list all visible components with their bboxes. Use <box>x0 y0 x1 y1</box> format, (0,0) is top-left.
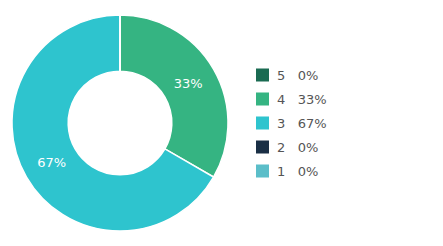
slice <box>119 15 121 71</box>
data-labels: 33% 67% <box>37 76 202 170</box>
slice <box>120 15 228 177</box>
legend-label: 5 0% <box>277 68 318 83</box>
legend-label: 3 67% <box>277 116 327 131</box>
legend-swatch <box>256 69 269 82</box>
data-label: 33% <box>174 76 203 91</box>
legend-swatch <box>256 141 269 154</box>
data-label: 67% <box>37 155 66 170</box>
slice <box>119 15 121 71</box>
legend-label: 4 33% <box>277 92 327 107</box>
chart-svg: 33% 67% 5 0% 4 33% 3 67% 2 0% 1 0% <box>0 0 443 246</box>
chart-container: 33% 67% 5 0% 4 33% 3 67% 2 0% 1 0% <box>0 0 443 246</box>
legend-swatch <box>256 117 269 130</box>
slices <box>12 15 228 231</box>
legend-label: 2 0% <box>277 140 318 155</box>
legend: 5 0% 4 33% 3 67% 2 0% 1 0% <box>256 68 327 179</box>
slice <box>12 15 214 231</box>
legend-swatch <box>256 165 269 178</box>
legend-swatch <box>256 93 269 106</box>
legend-label: 1 0% <box>277 164 318 179</box>
slice <box>119 15 121 71</box>
